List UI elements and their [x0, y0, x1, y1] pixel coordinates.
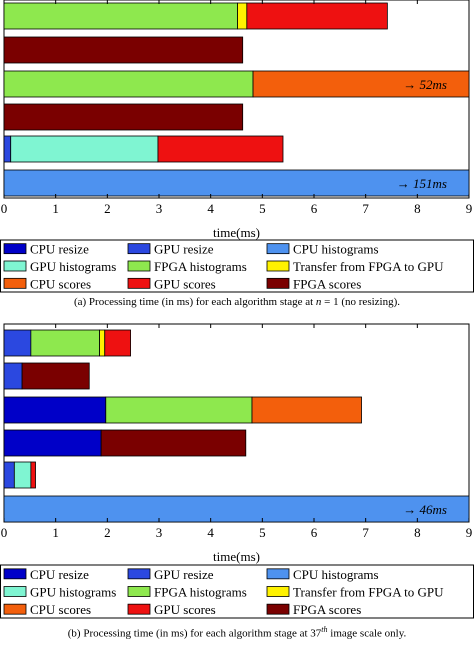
legend-swatch-b-gpu-resize	[127, 568, 151, 580]
bar-b-row3-seg2	[105, 396, 253, 424]
xtick-label-b-1: 1	[52, 525, 59, 540]
legend-swatch-a-gpu-scores	[127, 277, 151, 289]
xtick-label-a-2: 2	[104, 201, 111, 216]
legend-swatch-b-cpu-resize	[3, 568, 27, 580]
caption-b-prefix: (b) Processing time (in ms) for each alg…	[67, 627, 322, 640]
bar-b-row2-seg1	[3, 362, 23, 390]
bar-a-row2-seg1	[3, 36, 244, 64]
caption-b: (b) Processing time (in ms) for each alg…	[0, 625, 474, 640]
xtick-label-a-4: 4	[207, 201, 214, 216]
legend-swatch-a-cpu-resize	[3, 243, 27, 255]
legend-label-b-fpga-scores: FPGA scores	[293, 602, 361, 617]
legend-label-a-cpu-resize: CPU resize	[30, 242, 89, 257]
legend-swatch-a-cpu-histograms	[266, 243, 290, 255]
bar-b-row1-seg2	[30, 329, 100, 357]
legend-label-b-gpu-resize: GPU resize	[154, 567, 214, 582]
xtick-label-b-8: 8	[414, 525, 421, 540]
legend-label-a-fpga-histograms: FPGA histograms	[154, 259, 247, 274]
bar-a-row1-seg1	[3, 2, 238, 30]
bar-b-row1-seg3	[99, 329, 106, 357]
bar-a-row1-seg3	[246, 2, 388, 30]
bar-annotation-a-row3: → 52ms	[403, 77, 447, 92]
legend-label-a-gpu-scores: GPU scores	[154, 276, 216, 291]
legend-label-b-gpu-histograms: GPU histograms	[30, 585, 116, 600]
legend-label-a-transfer-from-fpga-to-gpu: Transfer from FPGA to GPU	[293, 259, 444, 274]
legend-swatch-a-gpu-histograms	[3, 260, 27, 272]
legend-swatch-a-gpu-resize	[127, 243, 151, 255]
legend-label-a-cpu-histograms: CPU histograms	[293, 242, 379, 257]
xtick-label-b-5: 5	[259, 525, 266, 540]
legend-label-b-cpu-scores: CPU scores	[30, 602, 91, 617]
plot-frame-a	[3, 0, 470, 199]
legend-swatch-b-gpu-histograms	[3, 586, 27, 597]
legend-swatch-b-fpga-scores	[266, 603, 290, 615]
xtick-label-a-0: 0	[1, 201, 8, 216]
xtick-label-a-5: 5	[259, 201, 266, 216]
xtick-label-b-3: 3	[156, 525, 163, 540]
bar-annotation-b-row6: → 46ms	[403, 502, 447, 517]
legend-swatch-b-cpu-scores	[3, 603, 27, 615]
legend-label-b-cpu-histograms: CPU histograms	[293, 567, 379, 582]
caption-a-suffix: = 1 (no resizing).	[321, 296, 401, 308]
bar-b-row3-seg1	[3, 396, 107, 424]
xtick-label-b-7: 7	[362, 525, 369, 540]
legend-swatch-a-transfer-from-fpga-to-gpu	[266, 260, 290, 272]
xtick-label-a-9: 9	[466, 201, 473, 216]
bar-b-row1-seg1	[3, 329, 32, 357]
xtick-label-b-6: 6	[311, 525, 318, 540]
xtick-label-b-2: 2	[104, 525, 111, 540]
xlabel-a: time(ms)	[213, 225, 260, 240]
legend-label-b-gpu-scores: GPU scores	[154, 602, 216, 617]
bar-b-row4-seg1	[3, 429, 102, 457]
caption-b-sup: th	[321, 625, 328, 634]
legend-label-a-cpu-scores: CPU scores	[30, 276, 91, 291]
bar-annotation-a-row6: → 151ms	[397, 176, 447, 191]
bar-b-row5-seg2	[13, 461, 32, 489]
bar-a-row4-seg1	[3, 103, 244, 131]
bar-b-row5-seg1	[3, 461, 15, 489]
caption-a: (a) Processing time (in ms) for each alg…	[0, 296, 474, 308]
bar-a-row6-seg1	[3, 169, 470, 197]
bar-a-row5-seg2	[10, 135, 159, 163]
legend-swatch-a-fpga-histograms	[127, 260, 151, 272]
bar-b-row2-seg2	[21, 362, 90, 390]
bar-b-row6-seg1	[3, 495, 470, 523]
bar-a-row5-seg3	[157, 135, 284, 163]
xlabel-b: time(ms)	[213, 549, 260, 564]
xtick-label-a-1: 1	[52, 201, 59, 216]
bar-a-row1-seg2	[237, 2, 248, 30]
caption-a-var: n	[315, 296, 322, 308]
bar-b-row3-seg3	[251, 396, 362, 424]
bar-a-row3-seg2	[252, 70, 470, 98]
legend-swatch-b-gpu-scores	[127, 603, 151, 615]
bar-b-row4-seg2	[100, 429, 247, 457]
legend-label-b-transfer-from-fpga-to-gpu: Transfer from FPGA to GPU	[293, 585, 444, 600]
legend-label-a-gpu-histograms: GPU histograms	[30, 259, 116, 274]
xtick-label-a-7: 7	[362, 201, 369, 216]
caption-a-prefix: (a) Processing time (in ms) for each alg…	[73, 296, 316, 308]
bar-a-row5-seg1	[3, 135, 12, 163]
xtick-label-b-4: 4	[207, 525, 214, 540]
caption-b-suffix: image scale only.	[327, 627, 407, 640]
legend-label-a-gpu-resize: GPU resize	[154, 242, 214, 257]
xtick-label-a-6: 6	[311, 201, 318, 216]
bar-a-row3-seg1	[3, 70, 254, 98]
xtick-label-b-0: 0	[1, 525, 8, 540]
xtick-label-a-8: 8	[414, 201, 421, 216]
bar-b-row1-seg4	[104, 329, 131, 357]
legend-swatch-a-fpga-scores	[266, 277, 290, 289]
legend-label-b-cpu-resize: CPU resize	[30, 567, 89, 582]
legend-label-b-fpga-histograms: FPGA histograms	[154, 585, 247, 600]
legend-swatch-a-cpu-scores	[3, 277, 27, 289]
legend-swatch-b-fpga-histograms	[127, 586, 151, 597]
legend-swatch-b-cpu-histograms	[266, 568, 290, 580]
xtick-label-a-3: 3	[156, 201, 163, 216]
xtick-label-b-9: 9	[466, 525, 473, 540]
bar-b-row5-seg3	[30, 461, 36, 489]
legend-swatch-b-transfer-from-fpga-to-gpu	[266, 586, 290, 597]
legend-label-a-fpga-scores: FPGA scores	[293, 276, 361, 291]
